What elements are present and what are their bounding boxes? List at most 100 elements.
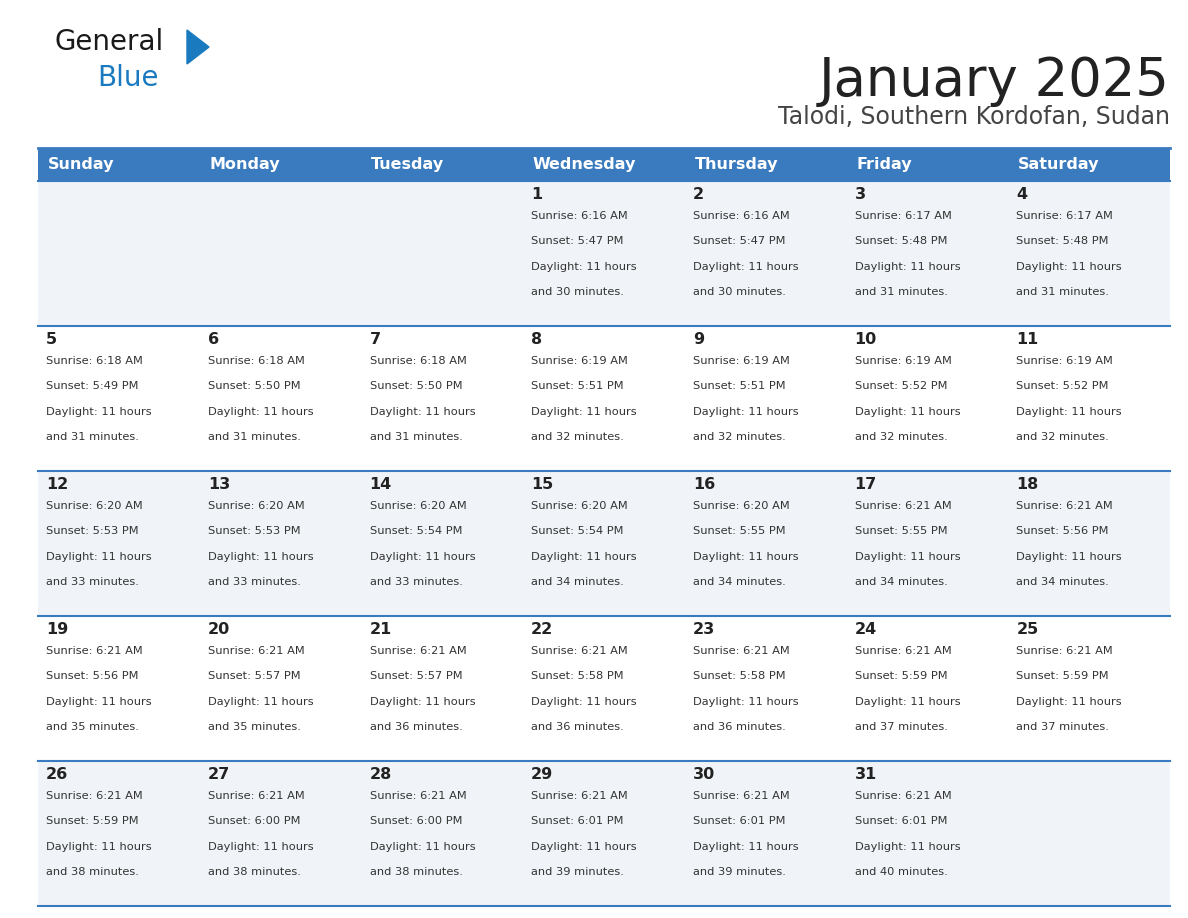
Text: Wednesday: Wednesday: [533, 157, 637, 172]
Text: Sunrise: 6:19 AM: Sunrise: 6:19 AM: [1017, 356, 1113, 366]
Text: and 38 minutes.: and 38 minutes.: [208, 868, 301, 877]
Text: and 34 minutes.: and 34 minutes.: [531, 577, 624, 588]
Text: 4: 4: [1017, 187, 1028, 202]
Text: Daylight: 11 hours: Daylight: 11 hours: [854, 262, 960, 272]
Text: and 34 minutes.: and 34 minutes.: [1017, 577, 1110, 588]
Text: Daylight: 11 hours: Daylight: 11 hours: [693, 407, 798, 417]
Text: 15: 15: [531, 477, 554, 492]
Text: Sunrise: 6:21 AM: Sunrise: 6:21 AM: [693, 646, 790, 656]
Text: Daylight: 11 hours: Daylight: 11 hours: [208, 552, 314, 562]
Text: Sunset: 6:00 PM: Sunset: 6:00 PM: [208, 816, 301, 826]
Text: Sunrise: 6:20 AM: Sunrise: 6:20 AM: [369, 501, 466, 511]
Text: and 31 minutes.: and 31 minutes.: [46, 432, 139, 442]
Text: Sunset: 5:54 PM: Sunset: 5:54 PM: [369, 526, 462, 536]
Text: 31: 31: [854, 767, 877, 782]
Text: Friday: Friday: [857, 157, 912, 172]
Text: Sunrise: 6:21 AM: Sunrise: 6:21 AM: [1017, 501, 1113, 511]
Text: Daylight: 11 hours: Daylight: 11 hours: [693, 552, 798, 562]
Text: and 37 minutes.: and 37 minutes.: [854, 722, 948, 733]
Text: Sunrise: 6:16 AM: Sunrise: 6:16 AM: [531, 211, 628, 221]
Text: General: General: [55, 28, 164, 56]
Text: and 30 minutes.: and 30 minutes.: [693, 287, 785, 297]
Polygon shape: [187, 30, 209, 64]
Text: 12: 12: [46, 477, 69, 492]
Text: Sunrise: 6:18 AM: Sunrise: 6:18 AM: [369, 356, 467, 366]
Text: Sunrise: 6:21 AM: Sunrise: 6:21 AM: [1017, 646, 1113, 656]
Text: Daylight: 11 hours: Daylight: 11 hours: [1017, 407, 1121, 417]
Text: 30: 30: [693, 767, 715, 782]
Text: Sunset: 5:59 PM: Sunset: 5:59 PM: [1017, 671, 1108, 681]
Text: 22: 22: [531, 622, 554, 637]
Text: Daylight: 11 hours: Daylight: 11 hours: [208, 842, 314, 852]
Text: 1: 1: [531, 187, 543, 202]
Text: 20: 20: [208, 622, 230, 637]
Text: Sunset: 5:48 PM: Sunset: 5:48 PM: [854, 236, 947, 246]
Text: Sunrise: 6:21 AM: Sunrise: 6:21 AM: [693, 791, 790, 801]
Text: Daylight: 11 hours: Daylight: 11 hours: [369, 697, 475, 707]
Text: and 31 minutes.: and 31 minutes.: [369, 432, 462, 442]
Text: Tuesday: Tuesday: [371, 157, 444, 172]
Text: Daylight: 11 hours: Daylight: 11 hours: [693, 697, 798, 707]
Text: Sunrise: 6:17 AM: Sunrise: 6:17 AM: [1017, 211, 1113, 221]
Text: and 39 minutes.: and 39 minutes.: [531, 868, 624, 877]
Text: Sunrise: 6:21 AM: Sunrise: 6:21 AM: [854, 646, 952, 656]
Bar: [38, 761, 1170, 906]
Text: and 31 minutes.: and 31 minutes.: [1017, 287, 1110, 297]
Text: Sunset: 5:52 PM: Sunset: 5:52 PM: [854, 381, 947, 391]
Text: Sunrise: 6:20 AM: Sunrise: 6:20 AM: [46, 501, 143, 511]
Text: Sunset: 5:54 PM: Sunset: 5:54 PM: [531, 526, 624, 536]
Text: January 2025: January 2025: [819, 55, 1170, 107]
Text: Sunrise: 6:21 AM: Sunrise: 6:21 AM: [531, 646, 628, 656]
Text: Sunrise: 6:20 AM: Sunrise: 6:20 AM: [693, 501, 790, 511]
Text: 26: 26: [46, 767, 69, 782]
Text: 16: 16: [693, 477, 715, 492]
Text: 19: 19: [46, 622, 69, 637]
Text: Sunset: 6:01 PM: Sunset: 6:01 PM: [693, 816, 785, 826]
Text: 5: 5: [46, 332, 57, 347]
Text: Daylight: 11 hours: Daylight: 11 hours: [531, 697, 637, 707]
Text: Daylight: 11 hours: Daylight: 11 hours: [531, 842, 637, 852]
Text: Sunrise: 6:21 AM: Sunrise: 6:21 AM: [208, 646, 304, 656]
Text: Sunset: 6:00 PM: Sunset: 6:00 PM: [369, 816, 462, 826]
Text: Daylight: 11 hours: Daylight: 11 hours: [1017, 697, 1121, 707]
Text: Daylight: 11 hours: Daylight: 11 hours: [693, 262, 798, 272]
Text: Daylight: 11 hours: Daylight: 11 hours: [369, 552, 475, 562]
Text: Sunset: 5:56 PM: Sunset: 5:56 PM: [46, 671, 139, 681]
Text: 17: 17: [854, 477, 877, 492]
Text: Sunset: 5:47 PM: Sunset: 5:47 PM: [531, 236, 624, 246]
Text: Sunday: Sunday: [48, 157, 114, 172]
Text: Sunrise: 6:17 AM: Sunrise: 6:17 AM: [854, 211, 952, 221]
Text: 6: 6: [208, 332, 219, 347]
Text: Sunset: 5:50 PM: Sunset: 5:50 PM: [369, 381, 462, 391]
Text: Sunrise: 6:20 AM: Sunrise: 6:20 AM: [208, 501, 304, 511]
Text: Monday: Monday: [209, 157, 280, 172]
Text: Sunrise: 6:21 AM: Sunrise: 6:21 AM: [854, 791, 952, 801]
Text: Sunrise: 6:19 AM: Sunrise: 6:19 AM: [531, 356, 628, 366]
Text: and 31 minutes.: and 31 minutes.: [208, 432, 301, 442]
Text: Sunset: 5:47 PM: Sunset: 5:47 PM: [693, 236, 785, 246]
Text: Sunset: 5:56 PM: Sunset: 5:56 PM: [1017, 526, 1108, 536]
Text: Sunset: 6:01 PM: Sunset: 6:01 PM: [531, 816, 624, 826]
Text: Daylight: 11 hours: Daylight: 11 hours: [854, 842, 960, 852]
Text: Daylight: 11 hours: Daylight: 11 hours: [1017, 552, 1121, 562]
Text: Sunset: 5:59 PM: Sunset: 5:59 PM: [854, 671, 947, 681]
Text: Sunrise: 6:19 AM: Sunrise: 6:19 AM: [693, 356, 790, 366]
Text: Sunset: 5:50 PM: Sunset: 5:50 PM: [208, 381, 301, 391]
Text: Daylight: 11 hours: Daylight: 11 hours: [369, 407, 475, 417]
Text: Daylight: 11 hours: Daylight: 11 hours: [208, 407, 314, 417]
Text: Daylight: 11 hours: Daylight: 11 hours: [854, 552, 960, 562]
Text: Sunset: 5:55 PM: Sunset: 5:55 PM: [693, 526, 785, 536]
Text: Sunrise: 6:20 AM: Sunrise: 6:20 AM: [531, 501, 628, 511]
Text: Daylight: 11 hours: Daylight: 11 hours: [369, 842, 475, 852]
Text: and 32 minutes.: and 32 minutes.: [693, 432, 785, 442]
Text: and 34 minutes.: and 34 minutes.: [693, 577, 785, 588]
Text: and 38 minutes.: and 38 minutes.: [46, 868, 139, 877]
Text: and 32 minutes.: and 32 minutes.: [1017, 432, 1110, 442]
Text: Sunset: 5:53 PM: Sunset: 5:53 PM: [46, 526, 139, 536]
Text: 23: 23: [693, 622, 715, 637]
Text: Sunrise: 6:18 AM: Sunrise: 6:18 AM: [208, 356, 304, 366]
Text: and 39 minutes.: and 39 minutes.: [693, 868, 785, 877]
Text: Sunset: 6:01 PM: Sunset: 6:01 PM: [854, 816, 947, 826]
Text: Daylight: 11 hours: Daylight: 11 hours: [531, 407, 637, 417]
Text: and 33 minutes.: and 33 minutes.: [208, 577, 301, 588]
